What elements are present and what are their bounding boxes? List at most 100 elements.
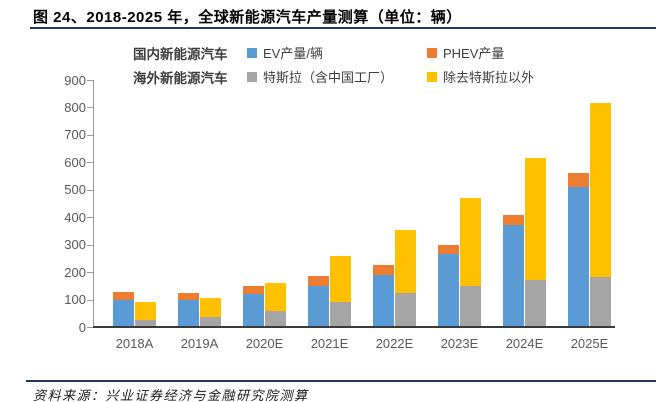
bar-segment-2018A-PHEV产量 — [113, 292, 134, 300]
bar-segment-2024E-PHEV产量 — [503, 214, 524, 225]
bar-segment-2025E-PHEV产量 — [568, 173, 589, 187]
bar-2024E-海外新能源汽车 — [525, 158, 546, 327]
y-tick-mark-200 — [87, 272, 93, 274]
bar-segment-2020E-PHEV产量 — [243, 285, 264, 295]
x-tick-label-2020E: 2020E — [245, 336, 284, 351]
y-tick-mark-600 — [87, 162, 93, 164]
bar-segment-2024E-EV产量/辆 — [503, 224, 524, 327]
bar-2020E-国内新能源汽车 — [243, 285, 264, 327]
y-tick-mark-900 — [87, 80, 93, 81]
y-tick-mark-400 — [87, 217, 93, 219]
bar-segment-2023E-特斯拉（含中国工厂） — [460, 285, 481, 327]
ev-swatch-icon — [247, 47, 257, 58]
bar-segment-2023E-EV产量/辆 — [438, 254, 459, 327]
bar-segment-2018A-特斯拉（含中国工厂） — [135, 320, 156, 327]
bar-2025E-国内新能源汽车 — [568, 173, 589, 327]
bar-group-2023E — [427, 80, 492, 327]
legend-row-domestic: 国内新能源汽车 EV产量/辆 PHEV产量 — [0, 42, 656, 62]
y-tick-mark-300 — [87, 244, 93, 246]
legend-item-ev-label: EV产量/辆 — [263, 46, 323, 61]
bar-segment-2025E-EV产量/辆 — [568, 187, 589, 327]
bar-group-2019A — [167, 80, 232, 327]
legend-item-ex-tesla-label: 除去特斯拉以外 — [443, 70, 535, 85]
x-tick-label-2024E: 2024E — [505, 336, 544, 351]
x-tick-label-2021E: 2021E — [310, 336, 349, 351]
bar-segment-2018A-EV产量/辆 — [113, 299, 134, 327]
bar-segment-2019A-除去特斯拉以外 — [200, 297, 221, 318]
bar-group-2020E — [232, 80, 297, 327]
legend-item-phev: PHEV产量 — [427, 43, 504, 62]
phev-swatch-icon — [427, 47, 437, 58]
bar-segment-2024E-特斯拉（含中国工厂） — [525, 279, 546, 327]
bar-segment-2019A-EV产量/辆 — [178, 300, 199, 327]
bar-segment-2020E-除去特斯拉以外 — [265, 283, 286, 311]
y-tick-mark-700 — [87, 134, 93, 136]
legend-item-phev-label: PHEV产量 — [443, 46, 505, 61]
y-tick-label-600: 600 — [64, 154, 86, 170]
y-tick-mark-500 — [87, 189, 93, 191]
bar-2018A-国内新能源汽车 — [113, 292, 134, 327]
bar-2018A-海外新能源汽车 — [135, 302, 156, 327]
bar-segment-2021E-除去特斯拉以外 — [330, 255, 351, 302]
bar-segment-2020E-特斯拉（含中国工厂） — [265, 310, 286, 327]
bar-2019A-海外新能源汽车 — [200, 297, 221, 327]
tesla-swatch-icon — [247, 71, 257, 82]
y-tick-label-300: 300 — [64, 237, 86, 253]
legend-row-overseas: 海外新能源汽车 特斯拉（含中国工厂） 除去特斯拉以外 — [0, 66, 656, 86]
bar-2024E-国内新能源汽车 — [503, 214, 524, 327]
x-axis-line — [93, 326, 615, 328]
legend-item-ev: EV产量/辆 — [247, 43, 323, 62]
figure-title: 图 24、2018-2025 年，全球新能源汽车产量测算（单位：辆） — [33, 9, 462, 26]
y-tick-label-900: 900 — [64, 72, 86, 88]
bar-segment-2021E-特斯拉（含中国工厂） — [330, 301, 351, 327]
bar-group-2024E — [492, 80, 557, 327]
bar-segment-2025E-除去特斯拉以外 — [590, 103, 611, 277]
y-tick-label-100: 100 — [64, 292, 86, 308]
x-tick-label-2022E: 2022E — [375, 336, 414, 351]
bar-segment-2023E-PHEV产量 — [438, 244, 459, 255]
bar-2023E-国内新能源汽车 — [438, 244, 459, 327]
source-divider-line — [26, 380, 656, 382]
x-tick-label-2023E: 2023E — [440, 336, 479, 351]
bar-segment-2022E-除去特斯拉以外 — [395, 230, 416, 293]
x-tick-label-2019A: 2019A — [180, 336, 219, 351]
bar-2022E-国内新能源汽车 — [373, 265, 394, 327]
x-tick-label-2025E: 2025E — [570, 336, 609, 351]
bar-segment-2020E-EV产量/辆 — [243, 294, 264, 327]
legend-item-tesla-label: 特斯拉（含中国工厂） — [263, 70, 394, 85]
y-tick-label-700: 700 — [64, 127, 86, 143]
y-tick-mark-100 — [87, 299, 93, 301]
bar-group-2018A — [102, 80, 167, 327]
bar-segment-2021E-PHEV产量 — [308, 276, 329, 287]
bar-2020E-海外新能源汽车 — [265, 283, 286, 327]
x-tick-label-2018A: 2018A — [115, 336, 154, 351]
bar-2019A-国内新能源汽车 — [178, 293, 199, 327]
bar-2021E-海外新能源汽车 — [330, 255, 351, 327]
legend-group-label-overseas: 海外新能源汽车 — [133, 71, 228, 86]
bar-segment-2022E-特斯拉（含中国工厂） — [395, 292, 416, 327]
bar-segment-2024E-除去特斯拉以外 — [525, 158, 546, 280]
bar-2021E-国内新能源汽车 — [308, 276, 329, 327]
y-tick-label-500: 500 — [64, 182, 86, 198]
bar-group-2021E — [297, 80, 362, 327]
legend-item-tesla: 特斯拉（含中国工厂） — [247, 67, 393, 86]
legend-item-ex-tesla: 除去特斯拉以外 — [427, 67, 534, 86]
bar-segment-2025E-特斯拉（含中国工厂） — [590, 276, 611, 327]
bar-2025E-海外新能源汽车 — [590, 103, 611, 327]
bar-segment-2022E-EV产量/辆 — [373, 274, 394, 327]
bar-segment-2023E-除去特斯拉以外 — [460, 198, 481, 286]
y-tick-mark-800 — [87, 107, 93, 109]
y-tick-label-400: 400 — [64, 209, 86, 225]
bar-group-2025E — [557, 80, 622, 327]
legend-group-label-domestic: 国内新能源汽车 — [133, 47, 228, 62]
y-tick-label-800: 800 — [64, 99, 86, 115]
title-divider-line — [30, 27, 656, 29]
bar-2023E-海外新能源汽车 — [460, 198, 481, 327]
y-tick-mark-0 — [87, 327, 93, 328]
bar-segment-2018A-除去特斯拉以外 — [135, 302, 156, 321]
x-axis-labels: 2018A 2019A 2020E 2021E 2022E 2023E 2024E 2025E — [93, 336, 613, 351]
ex-tesla-swatch-icon — [427, 71, 437, 82]
bar-2022E-海外新能源汽车 — [395, 230, 416, 327]
bar-group-2022E — [362, 80, 427, 327]
